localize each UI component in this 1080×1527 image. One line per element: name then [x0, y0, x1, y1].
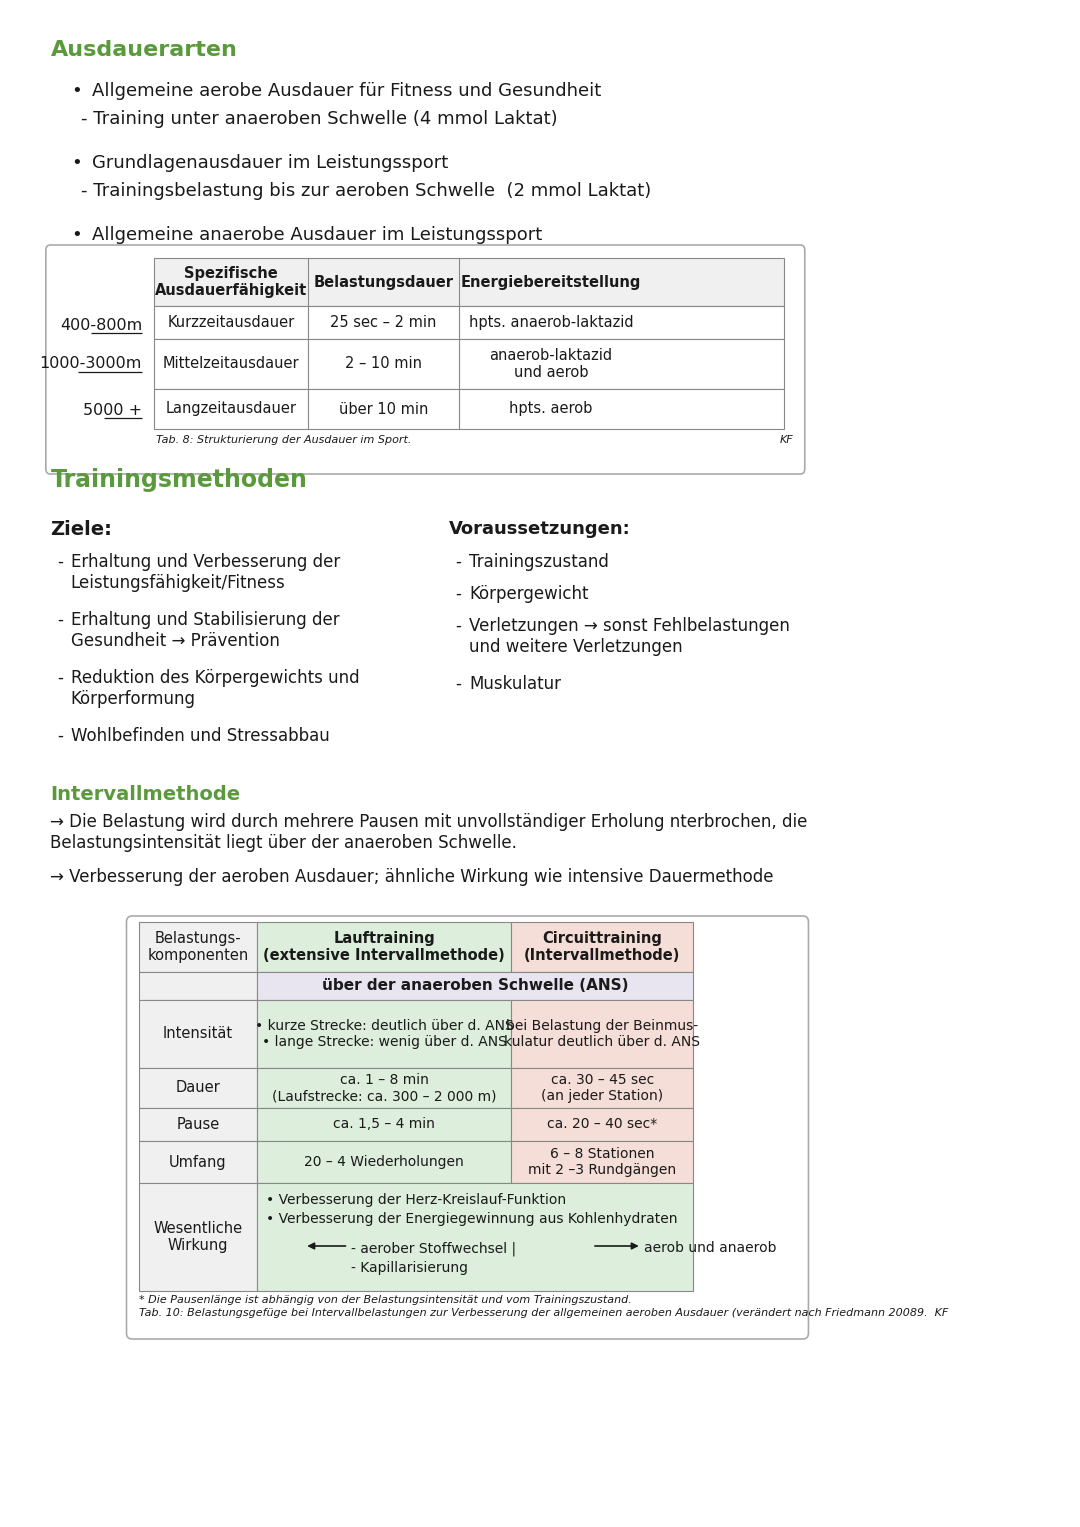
Bar: [139, 973, 257, 1000]
Text: ca. 1 – 8 min
(Laufstrecke: ca. 300 – 2 000 m): ca. 1 – 8 min (Laufstrecke: ca. 300 – 2 …: [272, 1073, 497, 1102]
Text: hpts. anaerob-laktazid: hpts. anaerob-laktazid: [469, 315, 633, 330]
Bar: [139, 1067, 257, 1109]
FancyBboxPatch shape: [126, 916, 809, 1339]
Text: aerob und anaerob: aerob und anaerob: [645, 1241, 777, 1255]
Bar: [257, 1000, 512, 1067]
Text: -: -: [456, 553, 461, 571]
Text: Belastungs-
komponenten: Belastungs- komponenten: [147, 931, 248, 964]
Text: Ausdauerarten: Ausdauerarten: [51, 40, 238, 60]
Text: 1000-3000m: 1000-3000m: [40, 356, 143, 371]
Text: Energiebereitstellung: Energiebereitstellung: [461, 275, 642, 290]
Text: - Kapillarisierung: - Kapillarisierung: [351, 1261, 468, 1275]
Text: → Verbesserung der aeroben Ausdauer; ähnliche Wirkung wie intensive Dauermethode: → Verbesserung der aeroben Ausdauer; ähn…: [51, 867, 774, 886]
Text: -: -: [57, 553, 63, 571]
Text: Ziele:: Ziele:: [51, 521, 112, 539]
Text: ca. 20 – 40 sec*: ca. 20 – 40 sec*: [548, 1118, 658, 1132]
Text: hpts. aerob: hpts. aerob: [509, 402, 593, 417]
Text: 20 – 4 Wiederholungen: 20 – 4 Wiederholungen: [305, 1154, 464, 1170]
Text: Muskulatur: Muskulatur: [470, 675, 562, 693]
Text: -: -: [57, 611, 63, 629]
Bar: [257, 1183, 693, 1290]
Text: Reduktion des Körpergewichts und
Körperformung: Reduktion des Körpergewichts und Körperf…: [70, 669, 360, 709]
Text: 5000 +: 5000 +: [83, 403, 143, 418]
FancyBboxPatch shape: [45, 244, 805, 473]
Text: •: •: [71, 226, 82, 244]
Text: Trainingsmethoden: Trainingsmethoden: [51, 467, 308, 492]
Text: Spezifische
Ausdauerfähigkeit: Spezifische Ausdauerfähigkeit: [154, 266, 307, 298]
Text: 400-800m: 400-800m: [59, 318, 143, 333]
Text: -: -: [57, 669, 63, 687]
Text: 6 – 8 Stationen
mit 2 –3 Rundgängen: 6 – 8 Stationen mit 2 –3 Rundgängen: [528, 1147, 676, 1177]
Text: Langzeitausdauer: Langzeitausdauer: [165, 402, 297, 417]
Text: - Trainingsbelastung bis zur aeroben Schwelle  (2 mmol Laktat): - Trainingsbelastung bis zur aeroben Sch…: [81, 182, 651, 200]
Text: * Die Pausenlänge ist abhängig von der Belastungsintensität und vom Trainingszus: * Die Pausenlänge ist abhängig von der B…: [139, 1295, 632, 1306]
Text: Kurzzeitausdauer: Kurzzeitausdauer: [167, 315, 295, 330]
Text: • Verbesserung der Herz-Kreislauf-Funktion: • Verbesserung der Herz-Kreislauf-Funkti…: [266, 1193, 566, 1206]
Text: anaerob-laktazid
und aerob: anaerob-laktazid und aerob: [489, 348, 612, 380]
Text: Tab. 8: Strukturierung der Ausdauer im Sport.: Tab. 8: Strukturierung der Ausdauer im S…: [156, 435, 411, 444]
Text: •: •: [71, 82, 82, 99]
Text: Lauftraining
(extensive Intervallmethode): Lauftraining (extensive Intervallmethode…: [264, 931, 505, 964]
Text: KF: KF: [780, 435, 793, 444]
Text: Wohlbefinden und Stressabbau: Wohlbefinden und Stressabbau: [70, 727, 329, 745]
Text: -: -: [456, 585, 461, 603]
Bar: [257, 973, 693, 1000]
Bar: [154, 389, 784, 429]
Bar: [257, 1109, 512, 1141]
Text: Mittelzeitausdauer: Mittelzeitausdauer: [163, 356, 299, 371]
Bar: [154, 305, 784, 339]
Text: ca. 30 – 45 sec
(an jeder Station): ca. 30 – 45 sec (an jeder Station): [541, 1073, 663, 1102]
Bar: [512, 922, 693, 973]
Bar: [139, 1000, 257, 1067]
Text: 25 sec – 2 min: 25 sec – 2 min: [330, 315, 436, 330]
Text: Grundlagenausdauer im Leistungssport: Grundlagenausdauer im Leistungssport: [92, 154, 448, 173]
Text: Belastungsdauer: Belastungsdauer: [313, 275, 454, 290]
Text: • Verbesserung der Energiegewinnung aus Kohlenhydraten: • Verbesserung der Energiegewinnung aus …: [266, 1212, 677, 1226]
Bar: [257, 922, 512, 973]
Bar: [139, 922, 257, 973]
Text: •: •: [71, 154, 82, 173]
Bar: [257, 1067, 512, 1109]
Text: Verletzungen → sonst Fehlbelastungen
und weitere Verletzungen: Verletzungen → sonst Fehlbelastungen und…: [470, 617, 791, 655]
Bar: [139, 1109, 257, 1141]
Text: Körpergewicht: Körpergewicht: [470, 585, 589, 603]
Text: - aerober Stoffwechsel |: - aerober Stoffwechsel |: [351, 1241, 516, 1255]
Text: -: -: [456, 675, 461, 693]
Text: Voraussetzungen:: Voraussetzungen:: [449, 521, 631, 538]
Text: Dauer: Dauer: [176, 1081, 220, 1095]
Text: über der anaeroben Schwelle (ANS): über der anaeroben Schwelle (ANS): [322, 979, 629, 994]
Bar: [154, 258, 784, 305]
Text: Umfang: Umfang: [170, 1154, 227, 1170]
Bar: [512, 1000, 693, 1067]
Text: -: -: [57, 727, 63, 745]
Text: Erhaltung und Verbesserung der
Leistungsfähigkeit/Fitness: Erhaltung und Verbesserung der Leistungs…: [70, 553, 340, 592]
Text: - Training unter anaeroben Schwelle (4 mmol Laktat): - Training unter anaeroben Schwelle (4 m…: [81, 110, 557, 128]
Text: 2 – 10 min: 2 – 10 min: [346, 356, 422, 371]
Text: Tab. 10: Belastungsgefüge bei Intervallbelastungen zur Verbesserung der allgemei: Tab. 10: Belastungsgefüge bei Intervallb…: [139, 1309, 948, 1318]
Text: -: -: [456, 617, 461, 635]
Text: Intensität: Intensität: [163, 1026, 233, 1041]
Bar: [139, 1183, 257, 1290]
Text: ca. 1,5 – 4 min: ca. 1,5 – 4 min: [333, 1118, 435, 1132]
Bar: [512, 1067, 693, 1109]
Text: → Die Belastung wird durch mehrere Pausen mit unvollständiger Erholung nterbroch: → Die Belastung wird durch mehrere Pause…: [51, 812, 808, 852]
Text: Trainingszustand: Trainingszustand: [470, 553, 609, 571]
Text: Allgemeine anaerobe Ausdauer im Leistungssport: Allgemeine anaerobe Ausdauer im Leistung…: [92, 226, 542, 244]
Bar: [512, 1141, 693, 1183]
Bar: [139, 1141, 257, 1183]
Text: Erhaltung und Stabilisierung der
Gesundheit → Prävention: Erhaltung und Stabilisierung der Gesundh…: [70, 611, 339, 651]
Text: Pause: Pause: [176, 1116, 219, 1132]
Text: bei Belastung der Beinmus-
kulatur deutlich über d. ANS: bei Belastung der Beinmus- kulatur deutl…: [504, 1019, 700, 1049]
Text: Allgemeine aerobe Ausdauer für Fitness und Gesundheit: Allgemeine aerobe Ausdauer für Fitness u…: [92, 82, 600, 99]
Text: Wesentliche
Wirkung: Wesentliche Wirkung: [153, 1220, 243, 1254]
Text: über 10 min: über 10 min: [339, 402, 429, 417]
Bar: [257, 1141, 512, 1183]
Bar: [154, 339, 784, 389]
Text: • kurze Strecke: deutlich über d. ANS
• lange Strecke: wenig über d. ANS: • kurze Strecke: deutlich über d. ANS • …: [255, 1019, 513, 1049]
Text: Intervallmethode: Intervallmethode: [51, 785, 241, 805]
Bar: [512, 1109, 693, 1141]
Text: Circuittraining
(Intervallmethode): Circuittraining (Intervallmethode): [524, 931, 680, 964]
